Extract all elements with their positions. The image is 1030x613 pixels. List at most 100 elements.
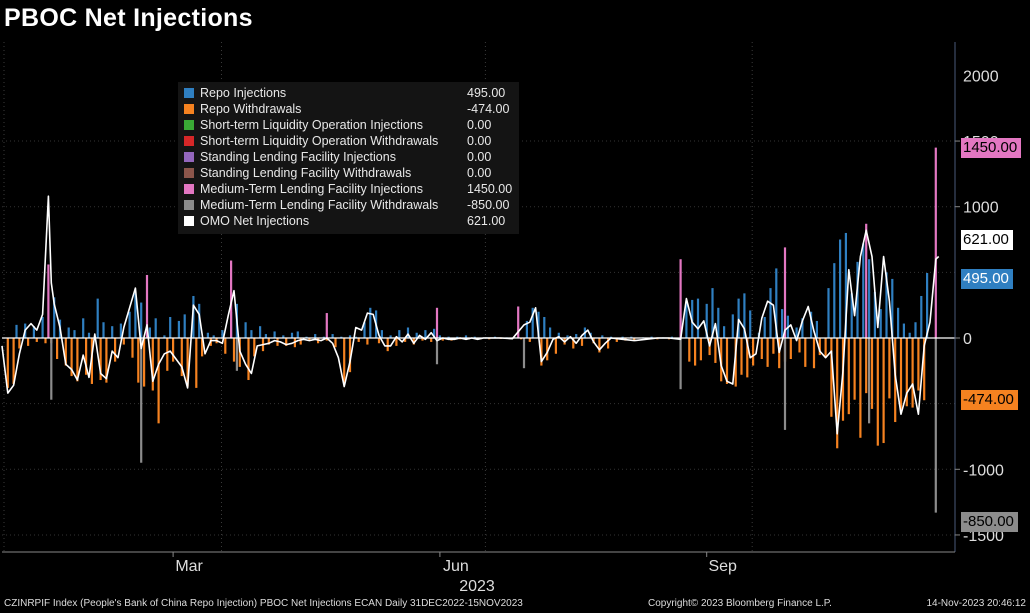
bar: [421, 338, 424, 341]
bar: [27, 338, 30, 346]
bar: [56, 338, 59, 360]
bar: [395, 338, 398, 346]
bar: [850, 293, 853, 338]
bar: [528, 338, 531, 342]
bar: [749, 310, 752, 338]
bar: [720, 338, 723, 382]
bar: [47, 264, 50, 338]
legend-label: Standing Lending Facility Injections: [200, 150, 396, 164]
bar: [247, 338, 250, 381]
bar: [781, 309, 784, 338]
bar: [783, 338, 787, 430]
bar: [844, 232, 847, 338]
x-year-label: 2023: [459, 578, 495, 595]
footer-source: CZINRPIF Index (People's Bank of China R…: [4, 598, 523, 609]
bar: [308, 338, 311, 341]
bar: [140, 302, 143, 338]
bar: [789, 338, 792, 360]
legend-swatch: [184, 168, 194, 178]
legend: Repo Injections 495.00 Repo Withdrawals …: [178, 82, 519, 234]
bar: [795, 327, 798, 338]
bar: [143, 338, 146, 387]
bar: [111, 326, 114, 338]
bar: [76, 338, 79, 382]
bar: [180, 338, 183, 377]
bar: [549, 327, 552, 338]
tag-omo-net: 621.00: [961, 230, 1013, 251]
bar: [464, 335, 468, 338]
bar: [575, 334, 578, 338]
bar: [380, 330, 383, 338]
bar: [522, 338, 526, 369]
bar: [868, 259, 871, 338]
bar: [386, 338, 389, 352]
bar: [772, 338, 775, 354]
legend-value: 0.00: [467, 118, 492, 132]
bar: [87, 332, 91, 338]
bar: [340, 336, 343, 338]
bar: [868, 338, 871, 424]
bar: [259, 326, 262, 338]
bar: [348, 338, 352, 373]
bar: [64, 338, 67, 366]
bar: [705, 303, 708, 338]
bar: [244, 322, 247, 338]
bar: [322, 336, 325, 338]
bar: [601, 335, 604, 338]
bar: [746, 338, 749, 378]
bar: [923, 338, 926, 401]
bar: [163, 335, 166, 338]
bar: [224, 338, 227, 354]
bar: [325, 338, 328, 341]
bar: [235, 338, 238, 371]
bar: [415, 332, 418, 338]
bar: [543, 316, 546, 338]
bar: [53, 297, 56, 338]
legend-swatch: [184, 104, 194, 114]
bar: [804, 338, 807, 367]
bar: [760, 338, 763, 360]
legend-label: OMO Net Injections: [200, 214, 310, 228]
bar: [812, 338, 816, 369]
bar: [96, 298, 99, 338]
bar: [404, 338, 407, 342]
bar: [934, 338, 937, 513]
bar: [537, 311, 540, 338]
bar: [836, 338, 839, 449]
legend-label: Repo Withdrawals: [200, 102, 302, 116]
legend-label: Repo Injections: [200, 86, 287, 100]
y-tick-label: -1500: [963, 528, 1004, 545]
bar: [186, 338, 189, 387]
bar: [151, 338, 154, 391]
bar: [438, 335, 441, 338]
bar: [731, 314, 734, 338]
bar: [685, 301, 688, 338]
bar: [824, 338, 827, 358]
bar: [102, 322, 105, 338]
bar: [879, 309, 882, 338]
bar: [914, 322, 917, 338]
bar: [865, 223, 868, 338]
bar: [888, 338, 891, 399]
bar: [714, 338, 717, 363]
bar: [885, 272, 888, 338]
bar: [531, 307, 534, 338]
bar: [847, 338, 850, 415]
bar: [839, 239, 842, 338]
legend-value: 495.00: [467, 86, 506, 100]
bar: [911, 338, 914, 408]
bar: [520, 338, 523, 340]
legend-value: 0.00: [467, 166, 492, 180]
bar: [873, 292, 876, 338]
bar: [456, 336, 459, 338]
bar: [818, 338, 821, 356]
bar: [633, 338, 636, 341]
bar: [85, 338, 88, 375]
bar: [554, 338, 557, 354]
bar: [517, 306, 520, 338]
legend-swatch: [184, 216, 194, 226]
bar: [166, 338, 169, 371]
bar: [433, 328, 436, 338]
bar: [859, 338, 862, 438]
bar: [882, 338, 885, 444]
